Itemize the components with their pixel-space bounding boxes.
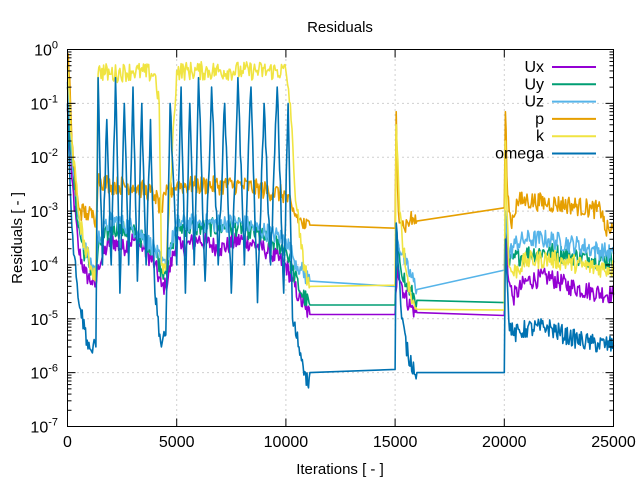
y-tick-exponent: -5	[48, 309, 58, 321]
chart-title: Residuals	[307, 19, 373, 36]
y-tick-exponent: -4	[48, 255, 58, 267]
x-tick-label: 15000	[373, 434, 418, 451]
y-tick-exponent: -2	[48, 147, 58, 159]
y-tick-base: 10	[30, 420, 48, 437]
x-tick-label: 20000	[482, 434, 527, 451]
y-tick-base: 10	[30, 150, 48, 167]
x-tick-label: 5000	[159, 434, 195, 451]
x-tick-label: 10000	[264, 434, 309, 451]
series-line-k	[66, 61, 615, 311]
legend-label-uz: Uz	[524, 94, 544, 111]
legend-label-omega: omega	[495, 146, 544, 163]
y-tick-label: 10-1	[30, 93, 58, 113]
series-layer	[66, 53, 615, 389]
y-tick-base: 10	[34, 43, 52, 60]
plot-frame	[67, 49, 614, 427]
y-tick-label: 10-3	[30, 201, 58, 221]
x-axis-label: Iterations [ - ]	[296, 461, 384, 478]
x-tick-label: 0	[63, 434, 72, 451]
series-line-omega	[66, 76, 615, 389]
y-tick-label: 100	[34, 40, 58, 60]
legend-label-uy: Uy	[524, 76, 544, 93]
y-tick-exponent: -3	[48, 201, 58, 213]
y-tick-base: 10	[30, 366, 48, 383]
tick-layer: 0 5000 10000 15000 20000 2500010010-110-210-3…	[30, 40, 635, 452]
y-tick-base: 10	[30, 204, 48, 221]
y-tick-base: 10	[30, 312, 48, 329]
legend-label-p: p	[535, 111, 544, 128]
y-tick-label: 10-5	[30, 309, 58, 329]
y-axis-label: Residuals [ - ]	[9, 192, 26, 284]
y-tick-label: 10-7	[30, 417, 58, 437]
x-tick-label: 25000	[591, 434, 636, 451]
y-tick-exponent: -1	[48, 93, 58, 105]
y-tick-label: 10-6	[30, 363, 58, 383]
legend-label-k: k	[536, 128, 545, 145]
y-tick-label: 10-2	[30, 147, 58, 167]
y-tick-base: 10	[30, 258, 48, 275]
y-tick-exponent: 0	[52, 40, 58, 52]
series-line-p	[66, 53, 615, 237]
y-tick-exponent: -7	[48, 417, 58, 429]
y-tick-label: 10-4	[30, 255, 58, 275]
y-tick-base: 10	[30, 96, 48, 113]
legend-label-ux: Ux	[524, 59, 544, 76]
y-tick-exponent: -6	[48, 363, 58, 375]
